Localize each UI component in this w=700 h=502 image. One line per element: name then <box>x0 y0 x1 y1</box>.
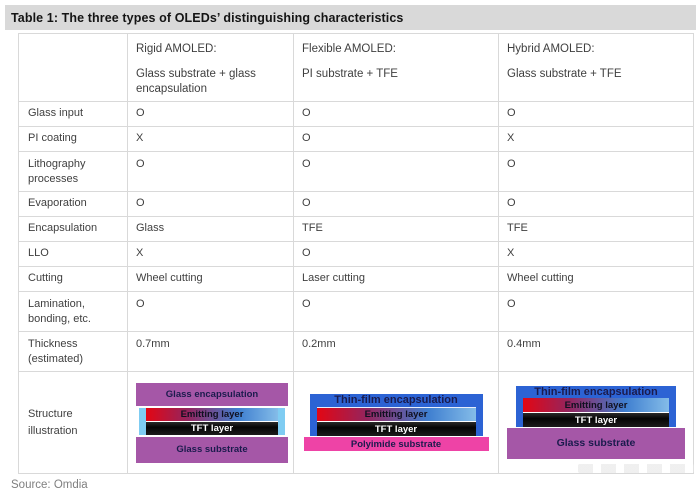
hybrid-structure-diagram: Thin-film encapsulation Emitting layer T… <box>507 386 685 459</box>
cell-value: 0.7mm <box>127 331 294 372</box>
column-subtitle: Glass substrate + TFE <box>507 68 622 80</box>
cell-value: Wheel cutting <box>498 266 694 292</box>
row-label: Lamination, bonding, etc. <box>18 291 128 332</box>
polyimide-substrate-layer: Polyimide substrate <box>303 437 489 451</box>
cell-value: O <box>293 126 499 152</box>
cell-value: Wheel cutting <box>127 266 294 292</box>
structure-cell-flexible: Thin-film encapsulation Emitting layer T… <box>293 371 499 474</box>
tft-layer: TFT layer <box>316 421 476 436</box>
emitting-layer: Emitting layer <box>316 407 476 421</box>
cell-value: O <box>127 291 294 332</box>
cell-value: O <box>498 291 694 332</box>
header-row: Rigid AMOLED: Glass substrate + glass en… <box>18 33 694 102</box>
cell-value: O <box>293 241 499 267</box>
thin-film-encapsulation-layer: Thin-film encapsulation <box>334 394 458 406</box>
spacer-strip <box>139 407 146 435</box>
glass-substrate-layer: Glass substrate <box>136 436 288 463</box>
rigid-structure-diagram: Glass encapsulation Emitting layer TFT l… <box>136 382 288 463</box>
cell-value: O <box>293 291 499 332</box>
row-label: Encapsulation <box>18 216 128 242</box>
cell-value: X <box>498 241 694 267</box>
column-subtitle: Glass substrate + glass encapsulation <box>136 68 256 95</box>
row-label: Thickness (estimated) <box>18 331 128 372</box>
cell-value: O <box>293 101 499 127</box>
cell-value: O <box>127 191 294 217</box>
oled-comparison-table: Rigid AMOLED: Glass substrate + glass en… <box>18 33 694 474</box>
header-flexible-amoled: Flexible AMOLED: PI substrate + TFE <box>293 33 499 102</box>
table-row-pi-coating: PI coating X O X <box>18 126 694 152</box>
table-row-cutting: Cutting Wheel cutting Laser cutting Whee… <box>18 266 694 292</box>
column-title: Rigid AMOLED: <box>136 43 217 55</box>
cell-value: O <box>293 191 499 217</box>
row-label: Cutting <box>18 266 128 292</box>
cell-value: X <box>127 126 294 152</box>
table-row-glass-input: Glass input O O O <box>18 101 694 127</box>
row-label: Evaporation <box>18 191 128 217</box>
glass-substrate-layer: Glass substrate <box>507 428 685 459</box>
cell-value: Laser cutting <box>293 266 499 292</box>
column-subtitle: PI substrate + TFE <box>302 68 398 80</box>
structure-cell-hybrid: Thin-film encapsulation Emitting layer T… <box>498 371 694 474</box>
tft-layer: TFT layer <box>523 412 669 427</box>
table-row-thickness: Thickness (estimated) 0.7mm 0.2mm 0.4mm <box>18 331 694 372</box>
row-label: LLO <box>18 241 128 267</box>
cell-value: X <box>127 241 294 267</box>
cell-value: O <box>127 151 294 192</box>
flexible-structure-diagram: Thin-film encapsulation Emitting layer T… <box>303 394 489 451</box>
cell-value: O <box>498 191 694 217</box>
cell-value: TFE <box>293 216 499 242</box>
cell-value: O <box>127 101 294 127</box>
cell-value: O <box>498 151 694 192</box>
glass-encapsulation-layer: Glass encapsulation <box>136 382 288 406</box>
column-title: Flexible AMOLED: <box>302 43 396 55</box>
structure-illustration-row: Structure illustration Glass encapsulati… <box>18 371 694 474</box>
table-row-lamination: Lamination, bonding, etc. O O O <box>18 291 694 332</box>
header-rigid-amoled: Rigid AMOLED: Glass substrate + glass en… <box>127 33 294 102</box>
structure-cell-rigid: Glass encapsulation Emitting layer TFT l… <box>127 371 294 474</box>
tft-layer: TFT layer <box>146 420 278 435</box>
row-label: Structure illustration <box>18 371 128 474</box>
header-empty-cell <box>18 33 128 102</box>
emitting-layer: Emitting layer <box>146 407 278 421</box>
emitting-layer: Emitting layer <box>523 398 669 412</box>
source-note: Source: Omdia <box>11 479 88 491</box>
table-row-lithography: Lithography processes O O O <box>18 151 694 192</box>
cell-value: 0.2mm <box>293 331 499 372</box>
table-row-encapsulation: Encapsulation Glass TFE TFE <box>18 216 694 242</box>
row-label: PI coating <box>18 126 128 152</box>
thin-film-encapsulation-layer: Thin-film encapsulation <box>534 385 658 398</box>
column-title: Hybrid AMOLED: <box>507 43 595 55</box>
row-label: Glass input <box>18 101 128 127</box>
table-title: Table 1: The three types of OLEDs’ disti… <box>5 5 696 30</box>
cell-value: O <box>498 101 694 127</box>
table-row-llo: LLO X O X <box>18 241 694 267</box>
spacer-strip <box>278 407 285 435</box>
cell-value: TFE <box>498 216 694 242</box>
cell-value: Glass <box>127 216 294 242</box>
table-row-evaporation: Evaporation O O O <box>18 191 694 217</box>
header-hybrid-amoled: Hybrid AMOLED: Glass substrate + TFE <box>498 33 694 102</box>
watermark <box>578 464 694 473</box>
row-label: Lithography processes <box>18 151 128 192</box>
cell-value: X <box>498 126 694 152</box>
cell-value: 0.4mm <box>498 331 694 372</box>
cell-value: O <box>293 151 499 192</box>
